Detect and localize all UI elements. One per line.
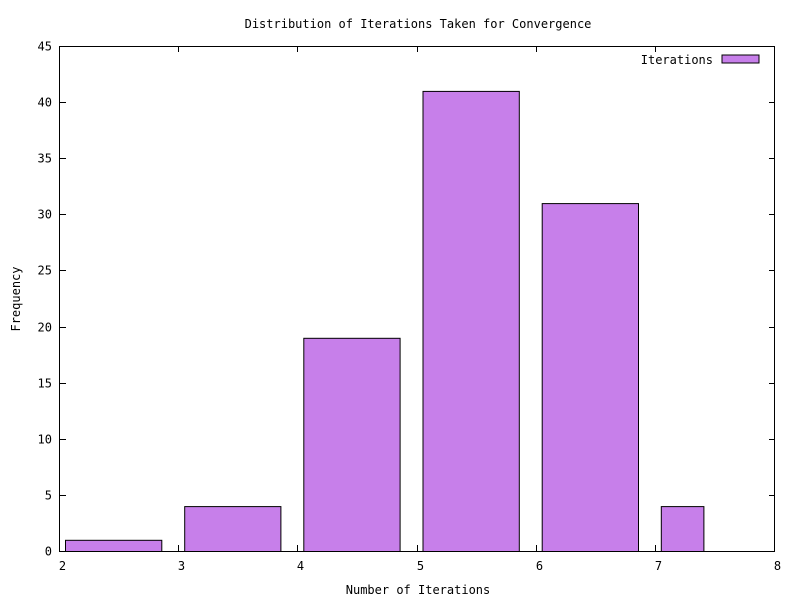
y-tick-label: 0: [45, 545, 52, 559]
bar-3: [303, 337, 401, 552]
y-tick-label: 30: [38, 208, 52, 222]
x-tick-label: 8: [774, 559, 781, 573]
x-tick-label: 3: [178, 559, 185, 573]
bar-2: [184, 506, 282, 553]
chart-title: Distribution of Iterations Taken for Con…: [245, 17, 592, 31]
legend: Iterations: [641, 53, 760, 67]
y-tick-label: 25: [38, 264, 52, 278]
plot-frame: [59, 46, 775, 552]
y-tick-label: 10: [38, 433, 52, 447]
bar-1: [65, 539, 163, 552]
y-axis-label: Frequency: [9, 266, 23, 331]
bar-6: [660, 506, 705, 553]
bars-layer: [65, 90, 705, 553]
x-tick-label: 6: [536, 559, 543, 573]
legend-swatch: [721, 54, 760, 64]
legend-label: Iterations: [641, 53, 713, 67]
x-tick-label: 2: [59, 559, 66, 573]
x-axis-label: Number of Iterations: [346, 583, 491, 597]
y-tick-label: 15: [38, 377, 52, 391]
x-tick-label: 5: [417, 559, 424, 573]
x-tick-label: 4: [297, 559, 304, 573]
y-tick-label: 35: [38, 152, 52, 166]
y-tick-label: 45: [38, 40, 52, 54]
y-tick-label: 40: [38, 96, 52, 110]
y-tick-label: 5: [45, 489, 52, 503]
bar-5: [541, 203, 640, 552]
x-tick-label: 7: [655, 559, 662, 573]
y-tick-label: 20: [38, 321, 52, 335]
bar-4: [422, 90, 520, 553]
